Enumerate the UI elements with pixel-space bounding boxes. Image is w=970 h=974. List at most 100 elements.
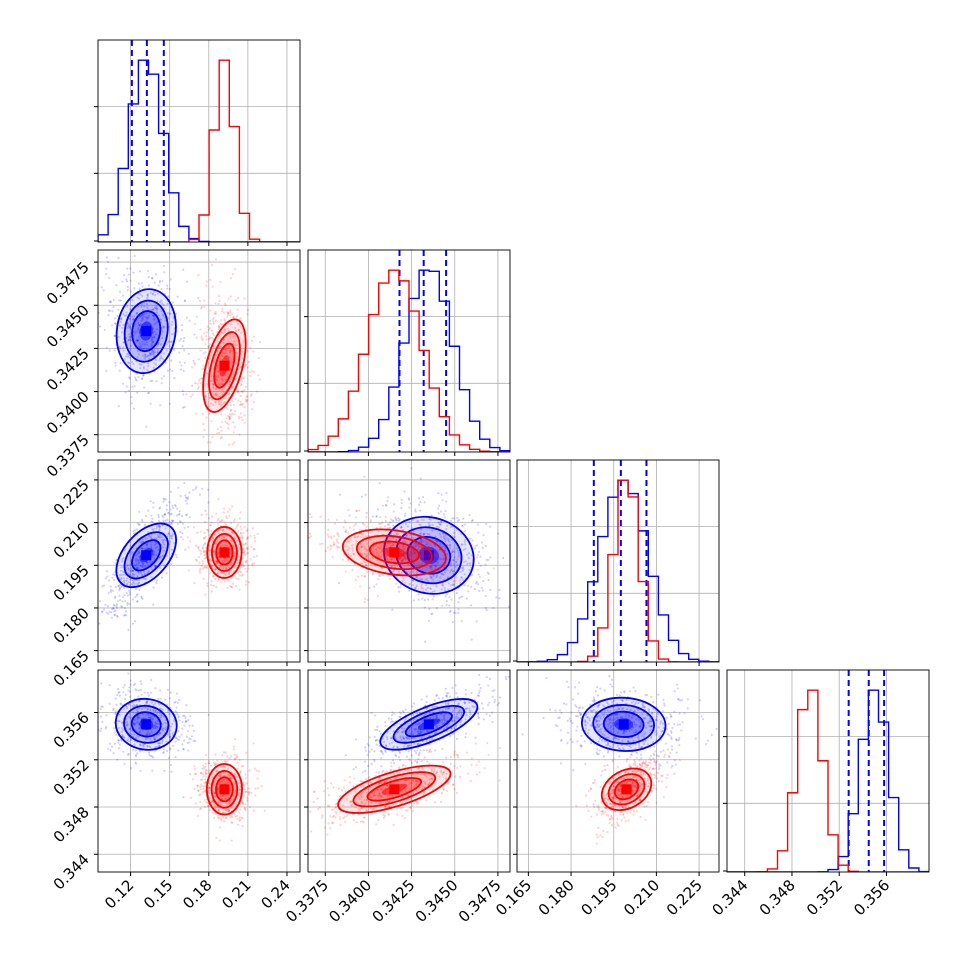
scatter-point <box>345 570 347 572</box>
scatter-point <box>371 712 373 714</box>
scatter-point <box>154 687 156 689</box>
scatter-point <box>163 770 165 772</box>
scatter-point <box>209 809 211 811</box>
scatter-point <box>99 325 101 327</box>
scatter-point <box>93 732 95 734</box>
scatter-point <box>408 590 410 592</box>
scatter-point <box>430 576 432 578</box>
scatter-point <box>427 599 429 601</box>
scatter-point <box>182 523 184 525</box>
scatter-point <box>460 571 462 573</box>
scatter-point <box>421 597 423 599</box>
scatter-point <box>404 582 406 584</box>
scatter-point <box>119 362 121 364</box>
panel-2-2 <box>513 460 719 666</box>
scatter-point <box>332 556 334 558</box>
scatter-point <box>400 507 402 509</box>
scatter-point <box>304 547 306 549</box>
scatter-point <box>208 771 210 773</box>
scatter-point <box>392 759 394 761</box>
scatter-point <box>127 629 129 631</box>
scatter-point <box>211 264 213 266</box>
scatter-point <box>343 526 345 528</box>
scatter-point <box>476 557 478 559</box>
scatter-point <box>234 738 236 740</box>
scatter-point <box>209 327 211 329</box>
scatter-point <box>420 585 422 587</box>
panel-2-1 <box>285 460 522 666</box>
scatter-point <box>221 581 223 583</box>
scatter-point <box>181 734 183 736</box>
scatter-point <box>241 566 243 568</box>
scatter-point <box>137 376 139 378</box>
scatter-point <box>177 486 179 488</box>
scatter-point <box>311 516 313 518</box>
scatter-point <box>420 749 422 751</box>
scatter-point <box>203 429 205 431</box>
scatter-point <box>138 282 140 284</box>
scatter-point <box>239 317 241 319</box>
scatter-point <box>256 555 258 557</box>
scatter-point <box>181 728 183 730</box>
scatter-point <box>140 596 142 598</box>
scatter-point <box>367 599 369 601</box>
scatter-point <box>118 405 120 407</box>
scatter-point <box>133 407 135 409</box>
scatter-point <box>169 288 171 290</box>
scatter-point <box>364 598 366 600</box>
scatter-point <box>116 605 118 607</box>
scatter-point <box>249 375 251 377</box>
scatter-point <box>209 343 211 345</box>
scatter-point <box>163 265 165 267</box>
scatter-point <box>173 377 175 379</box>
scatter-point <box>215 513 217 515</box>
scatter-point <box>259 341 261 343</box>
scatter-point <box>161 382 163 384</box>
scatter-point <box>424 607 426 609</box>
scatter-point <box>387 496 389 498</box>
scatter-point <box>256 778 258 780</box>
scatter-point <box>198 562 200 564</box>
y-tick-label: 0.165 <box>50 647 93 690</box>
scatter-point <box>88 427 90 429</box>
scatter-point <box>202 775 204 777</box>
scatter-point <box>489 589 491 591</box>
scatter-point <box>214 753 216 755</box>
scatter-point <box>151 755 153 757</box>
scatter-point <box>420 524 422 526</box>
scatter-point <box>248 361 250 363</box>
scatter-point <box>134 620 136 622</box>
scatter-point <box>449 556 451 558</box>
scatter-point <box>235 527 237 529</box>
scatter-point <box>371 763 373 765</box>
scatter-point <box>176 514 178 516</box>
scatter-point <box>482 580 484 582</box>
scatter-point <box>230 295 232 297</box>
scatter-point <box>251 564 253 566</box>
scatter-point <box>435 538 437 540</box>
scatter-point <box>251 408 253 410</box>
scatter-point <box>198 549 200 551</box>
scatter-point <box>398 591 400 593</box>
scatter-point <box>108 579 110 581</box>
scatter-point <box>250 792 252 794</box>
scatter-point <box>361 575 363 577</box>
scatter-point <box>248 787 250 789</box>
scatter-point <box>223 311 225 313</box>
scatter-point <box>495 596 497 598</box>
histogram-series-1 <box>517 480 719 662</box>
scatter-point <box>191 385 193 387</box>
scatter-point <box>470 566 472 568</box>
scatter-point <box>379 526 381 528</box>
scatter-point <box>169 508 171 510</box>
scatter-point <box>130 684 132 686</box>
scatter-point <box>156 579 158 581</box>
scatter-point <box>192 489 194 491</box>
scatter-point <box>114 322 116 324</box>
scatter-point <box>252 527 254 529</box>
scatter-point <box>327 529 329 531</box>
x-tick-label: 0.15 <box>140 876 176 912</box>
scatter-point <box>167 370 169 372</box>
scatter-point <box>188 569 190 571</box>
scatter-point <box>104 329 106 331</box>
